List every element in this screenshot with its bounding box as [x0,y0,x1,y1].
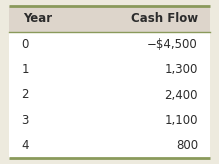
Text: 1: 1 [21,63,29,76]
Text: 2: 2 [21,89,29,102]
Text: −$4,500: −$4,500 [147,38,198,51]
Text: 2,400: 2,400 [164,89,198,102]
Text: 4: 4 [21,139,29,152]
Bar [9,32,210,158]
Text: 1,300: 1,300 [165,63,198,76]
Bar [9,6,210,32]
Text: 1,100: 1,100 [164,114,198,127]
Text: Year: Year [23,12,52,25]
Text: Cash Flow: Cash Flow [131,12,198,25]
Text: 3: 3 [21,114,29,127]
Text: 800: 800 [176,139,198,152]
Text: 0: 0 [21,38,29,51]
